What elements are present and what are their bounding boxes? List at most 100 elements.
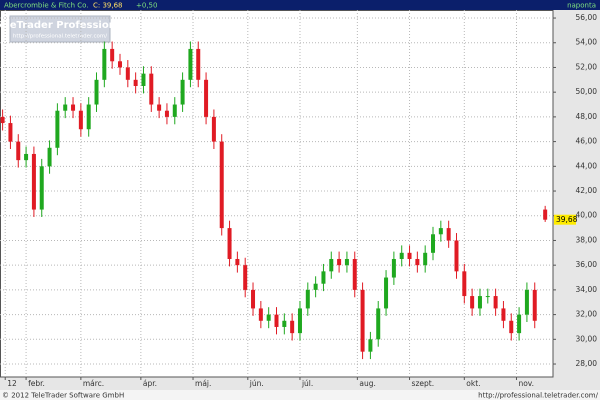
candle-body [211, 116, 216, 142]
candle-body [290, 320, 295, 334]
candle-body [493, 296, 498, 309]
candle-body [125, 67, 130, 80]
candle-body [157, 104, 162, 111]
candle-body [532, 289, 537, 321]
candle-body [454, 240, 459, 272]
candle-body [258, 308, 263, 321]
plot-border [0, 10, 554, 378]
candle-body [399, 252, 404, 259]
y-tick-label: 52,00 [576, 62, 598, 71]
x-tick-label: ápr. [143, 379, 157, 388]
x-tick-label: márc. [83, 379, 104, 388]
y-tick-label: 28,00 [576, 359, 598, 368]
candle-body [149, 73, 154, 105]
y-tick-label: 36,00 [576, 260, 598, 269]
candle-body [180, 79, 185, 105]
y-tick-label: 54,00 [576, 38, 598, 47]
last-price-label: 39,68 [556, 215, 578, 224]
y-tick-label: 30,00 [576, 334, 598, 343]
candle-body [47, 147, 52, 167]
candle-body [274, 314, 279, 327]
x-tick-label: nov. [518, 379, 534, 388]
x-tick-label: szept. [412, 379, 435, 388]
candle-body [313, 283, 318, 290]
candle-body [524, 289, 529, 315]
candle-body [78, 110, 83, 130]
y-tick-label: 56,00 [576, 13, 598, 22]
candle-body [204, 79, 209, 117]
candle-body [297, 308, 302, 334]
candle-body [368, 339, 373, 352]
y-tick-label: 44,00 [576, 161, 598, 170]
candle-body [243, 265, 248, 290]
candle-body [133, 79, 138, 86]
candle-body [188, 48, 193, 80]
candle-body [102, 48, 107, 80]
candle-body [24, 153, 29, 161]
candle-body [352, 258, 357, 290]
candle-body [477, 296, 482, 309]
candle-body [219, 141, 224, 229]
candle-body [438, 228, 443, 235]
candle-body [227, 228, 232, 259]
close-text: C: 39,68 [93, 2, 123, 10]
candle-body [235, 258, 240, 266]
footer-bg [0, 390, 600, 400]
candle-body [266, 314, 271, 321]
candle-body [282, 320, 287, 327]
candle-body [321, 271, 326, 284]
x-tick-label: 12 [7, 379, 17, 388]
x-axis-bg [0, 377, 600, 390]
watermark-url: http://professional.teletrader.com/ [13, 34, 107, 40]
candle-body [16, 141, 21, 161]
candle-body [117, 61, 122, 68]
candle-body [509, 320, 514, 334]
candle-body [329, 258, 334, 272]
candle-body [164, 110, 169, 117]
candle-body [196, 48, 201, 80]
y-tick-label: 46,00 [576, 137, 598, 146]
watermark-box [9, 15, 111, 43]
candle-body [0, 116, 5, 124]
candle-body [55, 110, 60, 148]
candle-body [337, 258, 342, 266]
candle-body [462, 271, 467, 297]
y-tick-label: 38,00 [576, 235, 598, 244]
candle-body [360, 289, 365, 352]
x-tick-label: júl. [301, 379, 313, 388]
candle-body [251, 289, 256, 309]
candle-body [407, 252, 412, 259]
y-tick-label: 40,00 [576, 211, 598, 220]
footer-left: © 2012 TeleTrader Software GmbH [2, 392, 124, 400]
candle-body [141, 73, 146, 86]
candle-body [110, 48, 115, 62]
candle-body [305, 289, 310, 309]
y-tick-label: 42,00 [576, 186, 598, 195]
candle-body [501, 308, 506, 321]
footer-right: http://professional.teletrader.com/ [478, 392, 598, 400]
candle-body [423, 252, 428, 266]
candle-body [384, 277, 389, 309]
candle-body [8, 123, 13, 142]
y-tick-label: 48,00 [576, 112, 598, 121]
x-tick-label: okt. [466, 379, 480, 388]
candle-body [31, 153, 36, 210]
y-tick-label: 32,00 [576, 310, 598, 319]
header-bar [0, 0, 600, 10]
candle-body [431, 234, 436, 253]
candle-body [86, 104, 91, 130]
candle-body [172, 104, 177, 117]
candle-body [543, 209, 548, 220]
y-tick-label: 34,00 [576, 285, 598, 294]
chart-title: Abercrombie & Fitch Co. [4, 2, 89, 10]
candle-body [517, 314, 522, 334]
watermark: TeleTrader Professional [0, 20, 126, 31]
x-tick-label: jún. [249, 379, 264, 388]
y-tick-label: 50,00 [576, 87, 598, 96]
x-tick-label: aug. [359, 379, 376, 388]
last-price-box [554, 214, 576, 225]
change-text: +0,50 [136, 2, 157, 10]
candle-body [376, 308, 381, 340]
